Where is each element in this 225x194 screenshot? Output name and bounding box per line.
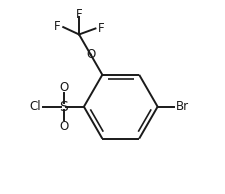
Text: F: F — [97, 22, 104, 35]
Text: S: S — [59, 100, 68, 114]
Text: F: F — [75, 8, 82, 21]
Text: O: O — [59, 120, 68, 133]
Text: O: O — [59, 81, 68, 94]
Text: Br: Br — [175, 100, 188, 113]
Text: O: O — [86, 48, 95, 61]
Text: F: F — [54, 20, 61, 33]
Text: Cl: Cl — [29, 100, 41, 113]
